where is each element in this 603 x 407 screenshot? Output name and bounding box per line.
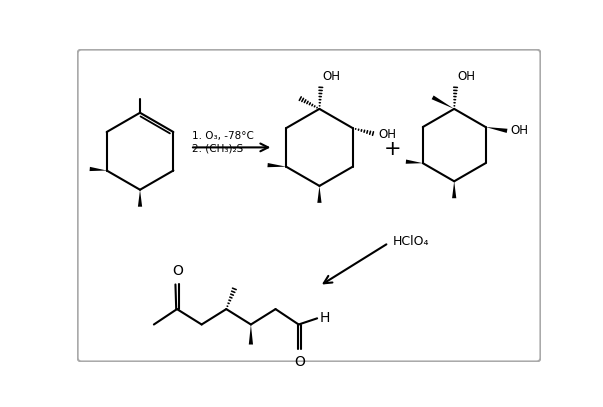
Polygon shape	[249, 324, 253, 344]
Text: OH: OH	[510, 125, 528, 137]
Text: HClO₄: HClO₄	[393, 235, 429, 248]
Text: O: O	[294, 355, 305, 369]
Text: OH: OH	[323, 70, 341, 83]
Text: 1. O₃, -78°C: 1. O₃, -78°C	[192, 131, 253, 141]
Polygon shape	[485, 127, 508, 133]
Text: OH: OH	[378, 128, 396, 141]
Polygon shape	[90, 167, 107, 171]
Text: OH: OH	[457, 70, 475, 83]
Text: O: O	[172, 264, 183, 278]
Polygon shape	[138, 190, 142, 207]
Polygon shape	[317, 186, 321, 203]
Text: 2. (CH₃)₂S: 2. (CH₃)₂S	[192, 144, 243, 154]
FancyBboxPatch shape	[78, 50, 540, 361]
Polygon shape	[406, 160, 423, 164]
Polygon shape	[268, 163, 286, 167]
Text: +: +	[384, 139, 402, 159]
Polygon shape	[452, 181, 456, 198]
Polygon shape	[432, 96, 454, 109]
Text: H: H	[320, 311, 330, 325]
